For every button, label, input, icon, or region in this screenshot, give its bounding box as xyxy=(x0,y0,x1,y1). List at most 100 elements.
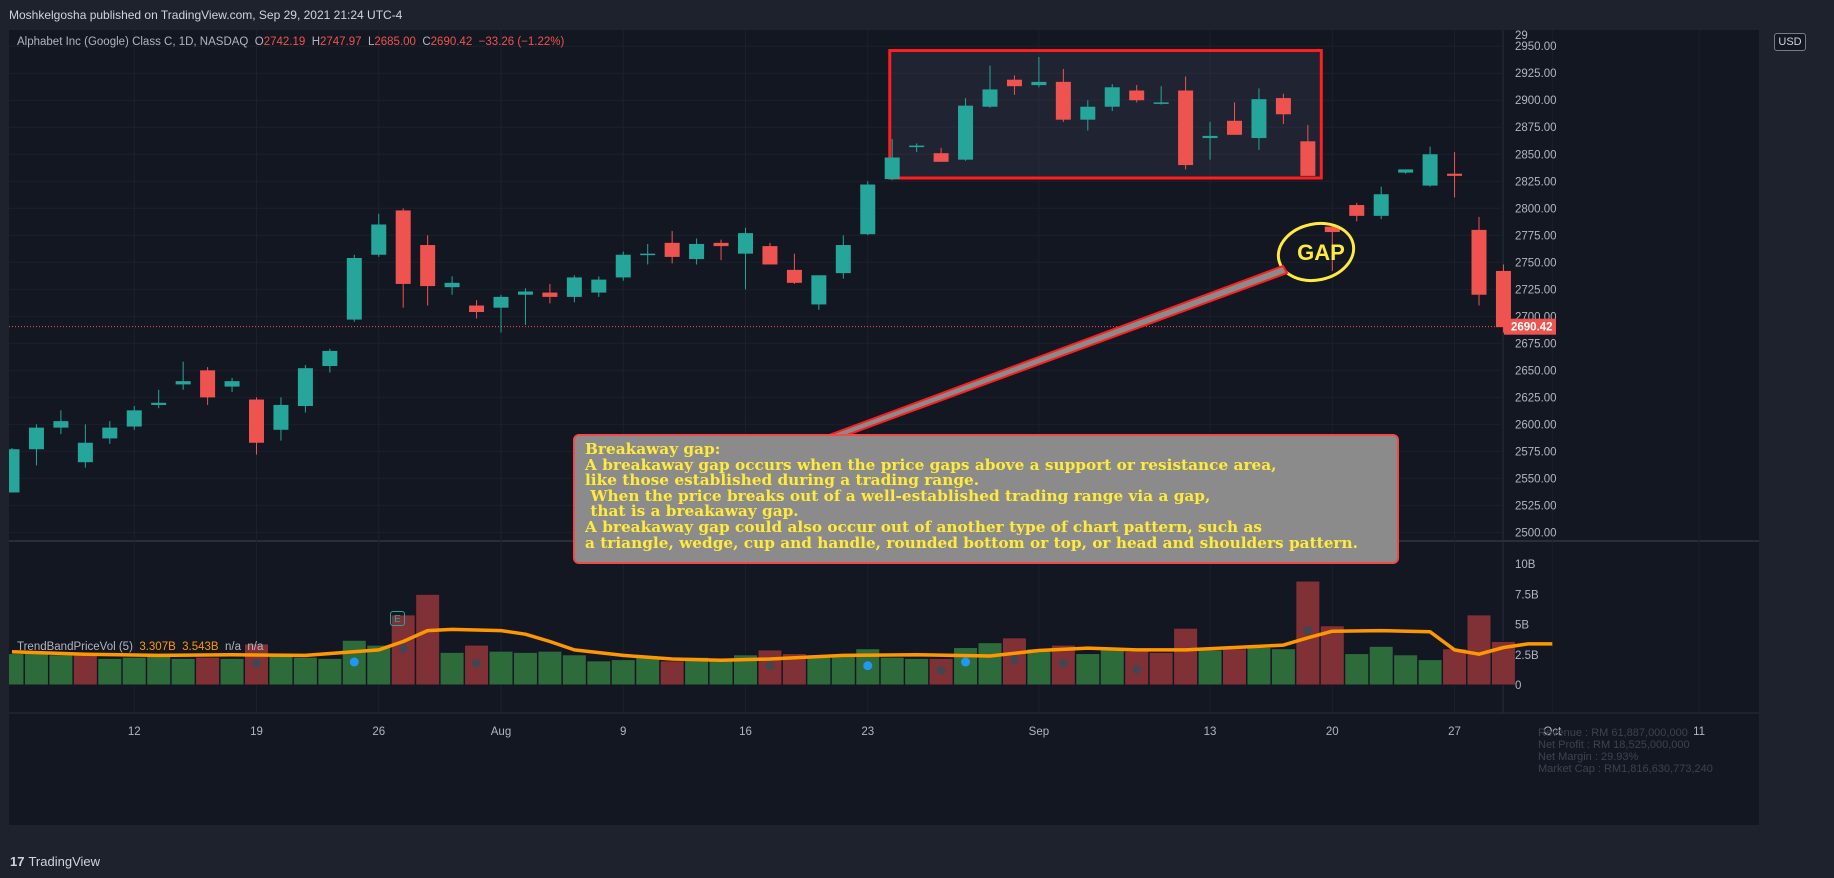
candle-up xyxy=(444,282,460,288)
close-value: 2690.42 xyxy=(430,36,473,48)
symbol-legend[interactable]: Alphabet Inc (Google) Class C, 1D, NASDA… xyxy=(17,36,564,48)
volume-ma-line xyxy=(11,627,1553,662)
volume-bar-down xyxy=(1442,648,1468,686)
volume-bar-up xyxy=(610,659,636,686)
currency-button[interactable]: USD xyxy=(1774,33,1806,51)
volume-bar-down xyxy=(1222,648,1247,686)
volume-bar-up xyxy=(1026,648,1052,686)
volume-bar-up xyxy=(1099,648,1125,686)
callout-line: When the price breaks out of a well-esta… xyxy=(585,486,1211,505)
price-tick-label: 2575.00 xyxy=(1515,446,1557,458)
volume-signal-dot xyxy=(961,657,971,667)
candle-down xyxy=(1227,120,1242,135)
volume-histogram[interactable] xyxy=(9,580,1516,686)
price-axis[interactable]: 2500.00 2525.00 2550.00 2575.00 2600.00 2625.… xyxy=(1504,30,1557,539)
high-value: 2747.97 xyxy=(320,36,362,48)
last-price-label: 2690.42 xyxy=(1511,322,1553,334)
financial-net-profit: Net Profit : RM 18,525,000,000 xyxy=(1538,739,1690,751)
time-axis[interactable]: 12 19 26 Aug 9 16 23 Sep 13 20 27 Oct 11 xyxy=(128,726,1705,738)
price-chart-svg[interactable]: 2500.00 2525.00 2550.00 2575.00 2600.00 2625.… xyxy=(9,30,1759,825)
candle-down xyxy=(933,153,949,162)
candle-up xyxy=(1153,102,1169,104)
price-tick-label: 2600.00 xyxy=(1515,419,1557,431)
candle-up xyxy=(615,254,631,278)
candle-up xyxy=(566,277,582,297)
candle-up xyxy=(9,449,20,493)
volume-tick-label: 0 xyxy=(1515,680,1521,692)
price-tick-label: 2950.00 xyxy=(1515,41,1557,53)
candle-down xyxy=(1006,79,1022,87)
low-label: L xyxy=(367,36,375,48)
candle-down xyxy=(200,370,216,398)
candle-down xyxy=(1471,229,1487,295)
volume-bar-up xyxy=(439,651,465,686)
candle-up xyxy=(53,421,69,428)
candle-up xyxy=(102,427,118,439)
volume-bar-up xyxy=(146,655,172,686)
candle-up xyxy=(1398,169,1414,173)
candle-up xyxy=(28,427,44,450)
volume-bar-up xyxy=(830,655,856,686)
volume-signal-dot xyxy=(1303,626,1313,636)
volume-bar-up xyxy=(292,656,318,686)
volume-bar-down xyxy=(1466,614,1492,686)
candle-up xyxy=(175,381,191,385)
volume-bar-up xyxy=(806,654,832,686)
indicator-value-1: 3.307B xyxy=(139,641,176,653)
financial-net-margin: Net Margin : 29.93% xyxy=(1538,751,1639,763)
time-tick-label: 26 xyxy=(372,726,385,738)
volume-bar-up xyxy=(97,657,123,686)
chart-pane[interactable]: 2500.00 2525.00 2550.00 2575.00 2600.00 2625.… xyxy=(9,30,1759,825)
candlestick-series[interactable] xyxy=(9,57,1511,493)
candle-up xyxy=(689,243,705,260)
volume-bar-up xyxy=(268,655,294,686)
candle-up xyxy=(811,275,827,305)
time-tick-label: Sep xyxy=(1029,726,1049,738)
candle-up xyxy=(1202,135,1218,139)
volume-bar-up xyxy=(1417,659,1443,686)
volume-bar-down xyxy=(195,656,221,686)
tradingview-logo[interactable]: 17 TradingView xyxy=(10,854,100,869)
volume-moving-average xyxy=(11,627,1553,662)
volume-axis[interactable]: 0 2.5B 5B 7.5B 10B xyxy=(1515,559,1539,692)
volume-bar-up xyxy=(537,650,563,686)
volume-signal-dot xyxy=(1132,664,1142,674)
candle-up xyxy=(1422,154,1438,186)
volume-bar-up xyxy=(121,656,147,686)
price-tick-label: 2875.00 xyxy=(1515,122,1557,134)
candle-up xyxy=(738,233,753,254)
candle-up xyxy=(591,279,607,293)
volume-bar-up xyxy=(317,657,343,686)
open-label: O xyxy=(254,36,264,48)
publish-header: Moshkelgosha published on TradingView.co… xyxy=(0,0,1834,30)
earnings-badge[interactable]: E xyxy=(390,611,405,626)
tradingview-brand: TradingView xyxy=(28,854,101,869)
time-tick-label: 19 xyxy=(250,726,263,738)
volume-bar-up xyxy=(1270,648,1296,686)
price-tick-label: 2675.00 xyxy=(1515,338,1557,350)
volume-bar-down xyxy=(415,593,441,686)
callout-line: a triangle, wedge, cup and handle, round… xyxy=(585,533,1358,552)
candle-up xyxy=(517,291,533,295)
candle-up xyxy=(860,184,876,235)
candle-up xyxy=(1373,194,1389,216)
candle-down xyxy=(1324,226,1340,233)
candle-up xyxy=(371,224,387,255)
volume-signal-dot xyxy=(863,661,873,671)
price-tick-label: 2650.00 xyxy=(1515,365,1557,377)
volume-bar-up xyxy=(1368,645,1394,686)
callout-line: Breakaway gap: xyxy=(585,440,721,458)
time-tick-label: 16 xyxy=(739,726,752,738)
tradingview-logo-icon: 17 xyxy=(10,854,25,869)
volume-signal-dot xyxy=(472,658,482,668)
volume-dots xyxy=(252,626,1313,675)
volume-signal-dot xyxy=(936,665,946,675)
candle-down xyxy=(1055,81,1071,120)
indicator-legend[interactable]: TrendBandPriceVol (5) 3.307B 3.543B n/a … xyxy=(17,641,263,653)
price-tick-label: 2775.00 xyxy=(1515,230,1557,242)
candle-up xyxy=(346,257,362,320)
time-tick-label: 27 xyxy=(1448,726,1461,738)
time-tick-label: 23 xyxy=(861,726,874,738)
volume-bar-up xyxy=(635,656,661,686)
volume-signal-dot xyxy=(349,657,359,667)
